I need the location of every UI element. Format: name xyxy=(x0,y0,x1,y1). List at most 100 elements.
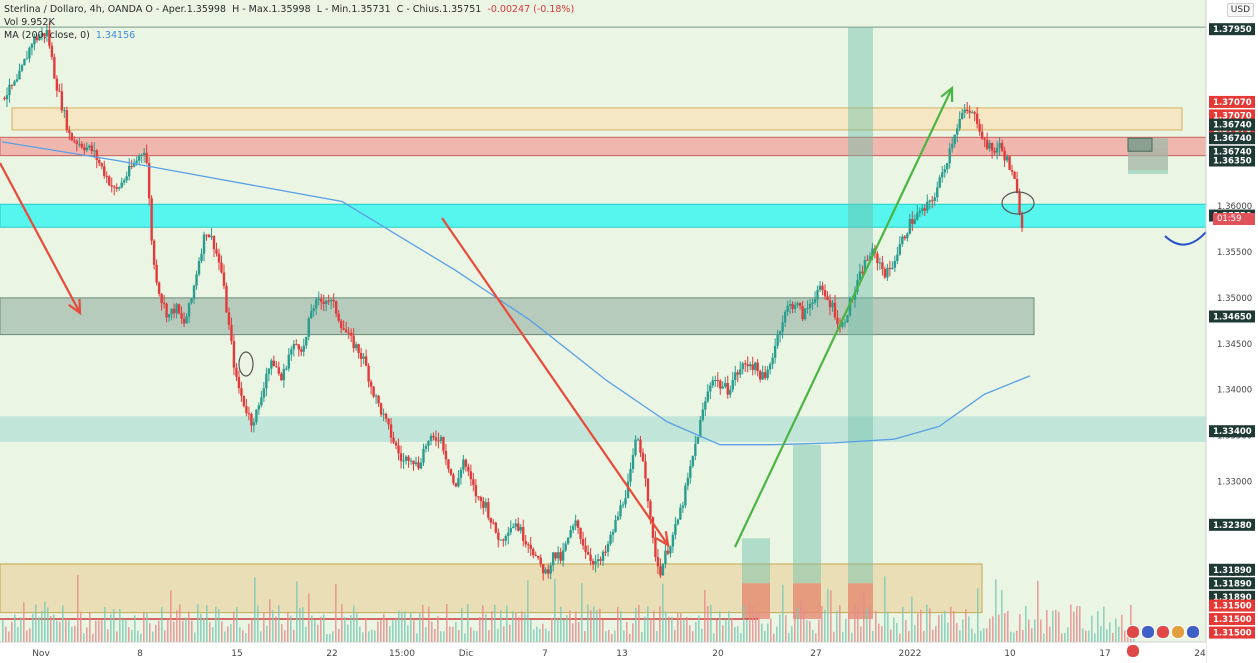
candle-body xyxy=(225,285,228,313)
event-flag-icon[interactable] xyxy=(1171,625,1185,639)
uk-flag-icon[interactable] xyxy=(1126,625,1140,639)
price-tag xyxy=(1209,118,1255,131)
us-flag-icon[interactable] xyxy=(1186,625,1200,639)
price-tag-label: 1.36740 xyxy=(1213,148,1252,158)
candle-body xyxy=(681,505,685,508)
candle-body xyxy=(374,395,378,397)
candle-body xyxy=(539,557,542,565)
volume-bar xyxy=(179,604,181,642)
candle-body xyxy=(230,324,233,342)
volume-bar xyxy=(161,606,163,642)
candle-body xyxy=(734,372,737,381)
volume-bar xyxy=(1013,632,1015,642)
volume-bar xyxy=(896,623,898,642)
candle-body xyxy=(771,357,774,365)
event-flags[interactable] xyxy=(1126,624,1206,658)
candle-body xyxy=(125,176,128,181)
candle-body xyxy=(766,369,769,378)
highlight-column-1 xyxy=(742,538,770,584)
volume-bar xyxy=(773,633,775,642)
volume-bar xyxy=(356,613,358,642)
volume-bar xyxy=(1043,633,1045,642)
volume-bar xyxy=(980,630,982,642)
candle-body xyxy=(983,138,986,140)
volume-bar xyxy=(989,618,991,642)
demand-zone-bottom xyxy=(0,563,983,614)
volume-bar xyxy=(683,618,685,642)
volume-bar xyxy=(83,633,85,642)
candle-body xyxy=(73,140,76,142)
candle-body xyxy=(806,308,809,310)
candle-body xyxy=(706,391,710,402)
candle-body xyxy=(108,176,111,186)
candle-body xyxy=(432,435,435,438)
volume-bar xyxy=(425,627,427,642)
volume-bar xyxy=(725,619,727,642)
volume-bar xyxy=(1061,633,1063,642)
volume-bar xyxy=(749,604,751,642)
volume-bar xyxy=(146,612,148,642)
volume-bar xyxy=(377,621,379,642)
volume-bar xyxy=(419,612,421,642)
candle-body xyxy=(756,362,759,372)
uk-flag-icon[interactable] xyxy=(1126,644,1140,658)
candle-body xyxy=(781,322,784,332)
volume-bar xyxy=(482,605,484,642)
volume-bar xyxy=(1031,628,1033,642)
price-tag-label: 1.36740 xyxy=(1213,134,1252,144)
volume-bar xyxy=(212,627,214,642)
candle-body xyxy=(15,79,19,82)
volume-bar xyxy=(581,582,583,642)
candle-body xyxy=(569,529,572,538)
candle-body xyxy=(472,479,475,485)
candle-body xyxy=(656,557,660,567)
candle-body xyxy=(965,109,969,111)
candle-body xyxy=(998,143,1001,148)
volume-bar xyxy=(1004,612,1006,642)
candle-body xyxy=(956,128,959,135)
candle-body xyxy=(666,550,670,554)
volume-bar xyxy=(251,619,253,642)
volume-bar xyxy=(1067,627,1069,642)
volume-bar xyxy=(110,614,112,642)
candle-body xyxy=(334,301,338,314)
us-flag-icon[interactable] xyxy=(1141,625,1155,639)
volume-bar xyxy=(1010,631,1012,642)
volume-bar xyxy=(191,620,193,642)
volume-bar xyxy=(326,633,328,642)
candle-body xyxy=(893,261,897,268)
candle-body xyxy=(559,552,562,561)
candle-body xyxy=(661,564,665,576)
candle-body xyxy=(195,274,198,286)
volume-bar xyxy=(728,610,730,642)
uk-flag-icon[interactable] xyxy=(1156,625,1170,639)
candle-body xyxy=(397,445,400,454)
candle-body xyxy=(714,380,717,382)
candle-body xyxy=(140,154,143,156)
candle-body xyxy=(127,165,131,177)
candle-body xyxy=(823,290,827,297)
volume-bar xyxy=(473,630,475,642)
volume-bar xyxy=(254,577,256,642)
candle-body xyxy=(222,272,226,286)
candle-body xyxy=(297,344,300,350)
candle-body xyxy=(424,445,428,449)
volume-bar xyxy=(362,632,364,642)
volume-bar xyxy=(98,620,100,642)
candle-body xyxy=(68,130,71,133)
volume-bar xyxy=(14,614,16,642)
candle-body xyxy=(554,552,557,559)
candle-body xyxy=(474,484,478,497)
candle-body xyxy=(325,300,328,304)
volume-bar xyxy=(851,632,853,642)
candle-body xyxy=(624,498,627,505)
volume-bar xyxy=(395,619,397,642)
candle-body xyxy=(846,315,849,323)
volume-bar xyxy=(53,614,55,642)
price-tick-label: 1.33000 xyxy=(1217,477,1252,487)
currency-button[interactable]: USD xyxy=(1226,3,1254,17)
price-tag xyxy=(1209,23,1255,36)
candle-body xyxy=(574,520,577,527)
